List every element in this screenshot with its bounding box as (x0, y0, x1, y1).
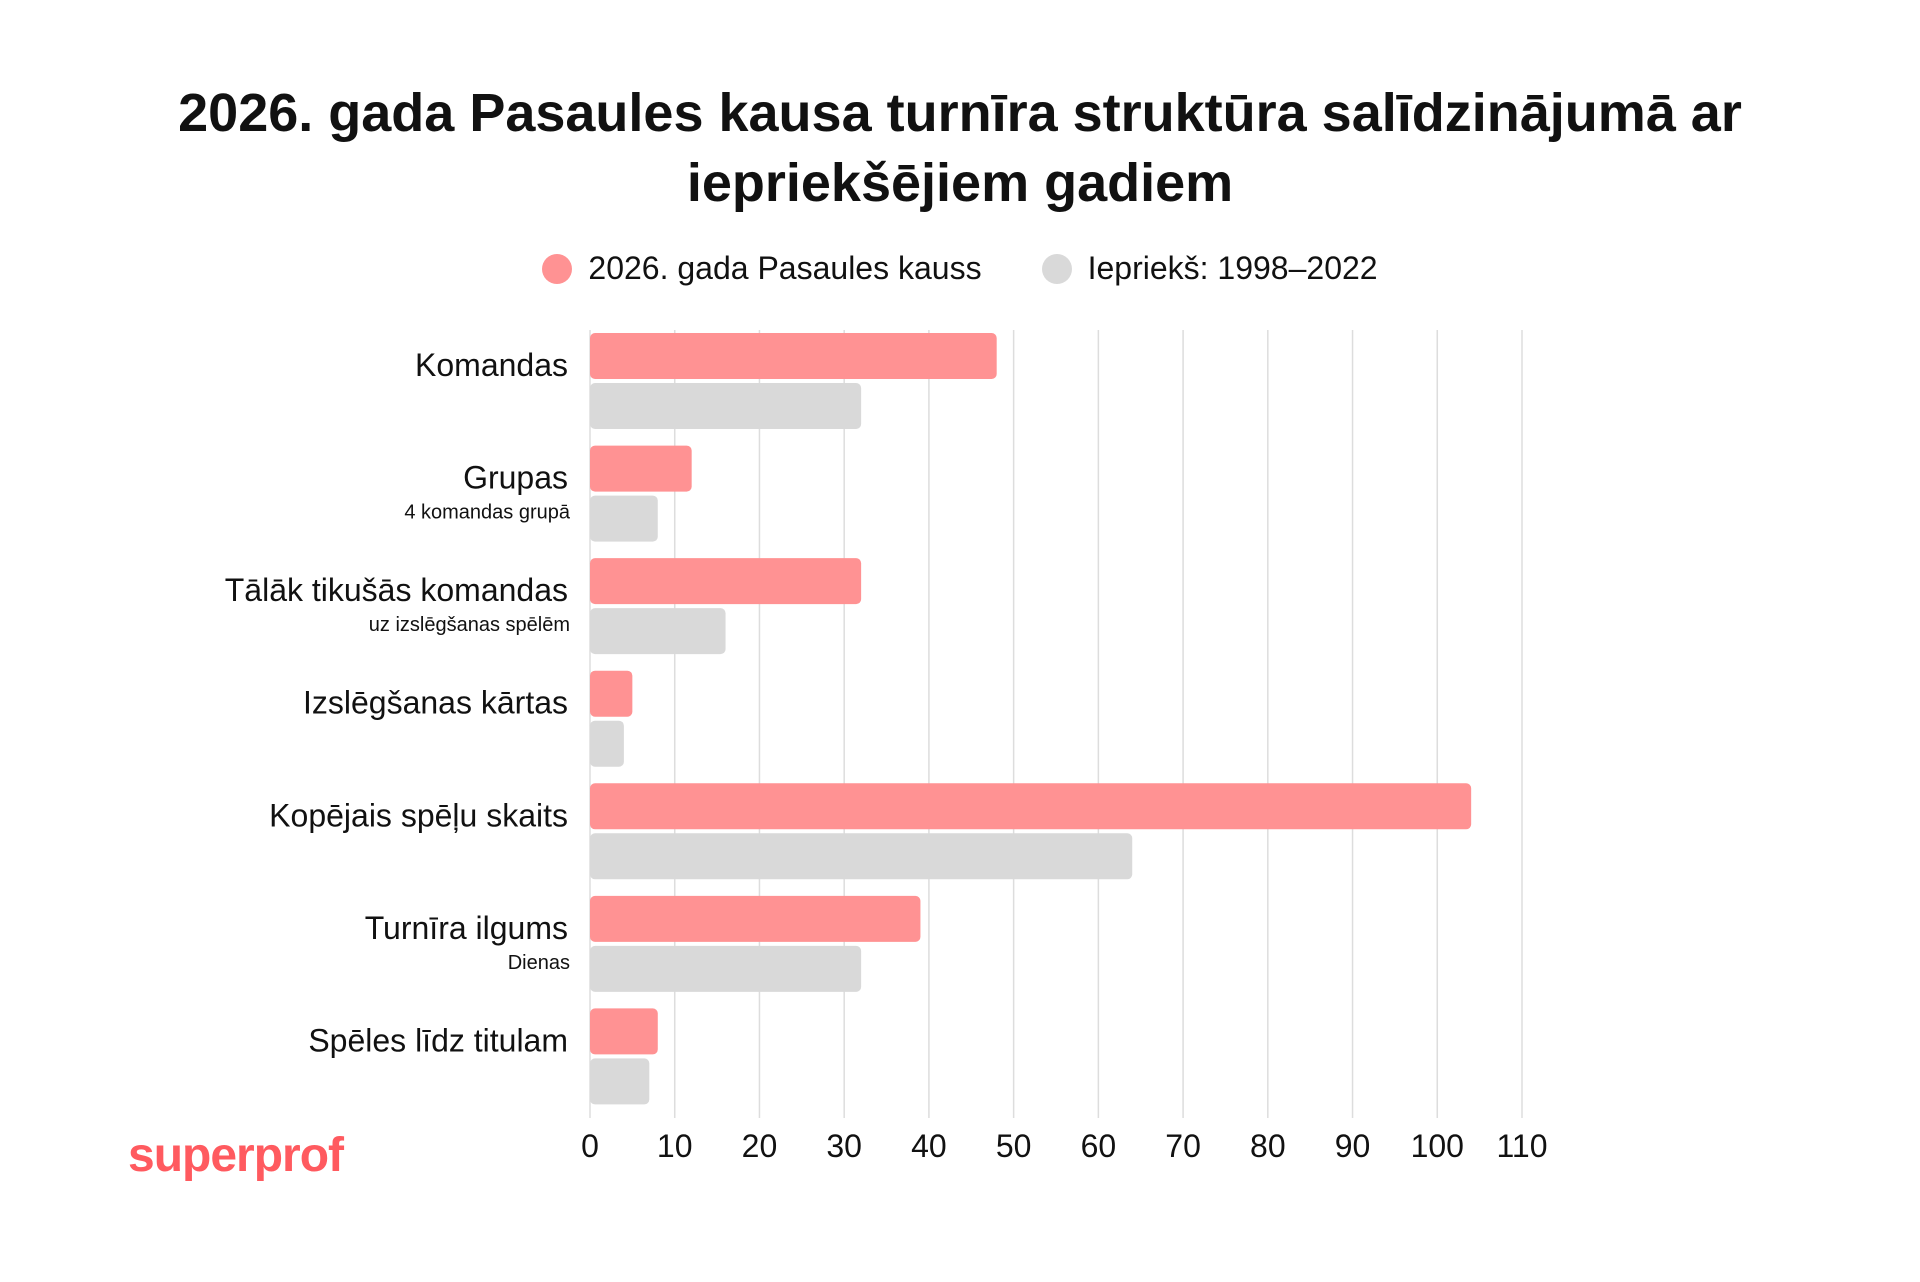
category-label: Izslēgšanas kārtas (303, 685, 568, 721)
bar-previous (590, 383, 862, 429)
x-tick-label: 0 (581, 1128, 599, 1164)
chart-title-line-1: 2026. gada Pasaules kausa turnīra strukt… (178, 83, 1742, 143)
x-tick-label: 60 (1081, 1128, 1117, 1164)
superprof-logo: superprof (128, 1129, 344, 1182)
category-label: Komandas (415, 347, 568, 383)
legend-swatch-previous (1041, 253, 1072, 284)
x-tick-label: 50 (996, 1128, 1032, 1164)
bar-2026 (590, 333, 997, 379)
bar-2026 (590, 783, 1472, 830)
category-label: Spēles līdz titulam (308, 1022, 568, 1058)
bar-previous (590, 608, 726, 655)
bar-previous (590, 833, 1133, 880)
x-tick-label: 40 (911, 1128, 947, 1164)
bar-2026 (590, 895, 921, 942)
x-tick-label: 90 (1335, 1128, 1371, 1164)
bar-previous (590, 945, 862, 992)
legend-swatch-2026 (542, 253, 573, 284)
bar-2026 (590, 1008, 658, 1055)
chart-title-line-2: iepriekšējiem gadiem (686, 153, 1234, 213)
bar-previous (590, 495, 658, 542)
x-tick-label: 20 (742, 1128, 778, 1164)
legend-label-2026: 2026. gada Pasaules kauss (588, 250, 982, 286)
category-sublabel: uz izslēgšanas spēlēm (369, 614, 570, 636)
x-tick-label: 10 (657, 1128, 693, 1164)
chart-title: 2026. gada Pasaules kausa turnīra strukt… (0, 78, 1920, 218)
x-tick-label: 100 (1411, 1128, 1464, 1164)
bar-2026 (590, 445, 692, 492)
category-sublabel: Dienas (508, 952, 570, 974)
x-tick-label: 70 (1165, 1128, 1201, 1164)
chart-legend: 2026. gada Pasaules kauss Iepriekš: 1998… (0, 250, 1920, 287)
bar-2026 (590, 558, 862, 605)
category-label: Turnīra ilgums (365, 910, 568, 946)
bar-previous (590, 1058, 650, 1105)
x-tick-label: 110 (1496, 1128, 1547, 1164)
legend-item-2026: 2026. gada Pasaules kauss (542, 250, 982, 287)
bar-previous (590, 720, 624, 767)
x-tick-label: 80 (1250, 1128, 1286, 1164)
category-sublabel: 4 komandas grupā (404, 502, 571, 524)
x-tick-label: 30 (826, 1128, 862, 1164)
category-label: Grupas (463, 460, 568, 496)
legend-item-previous: Iepriekš: 1998–2022 (1041, 250, 1378, 287)
category-label: Tālāk tikušās komandas (225, 572, 568, 608)
bar-2026 (590, 670, 633, 717)
legend-label-previous: Iepriekš: 1998–2022 (1087, 250, 1378, 286)
category-label: Kopējais spēļu skaits (269, 797, 568, 833)
